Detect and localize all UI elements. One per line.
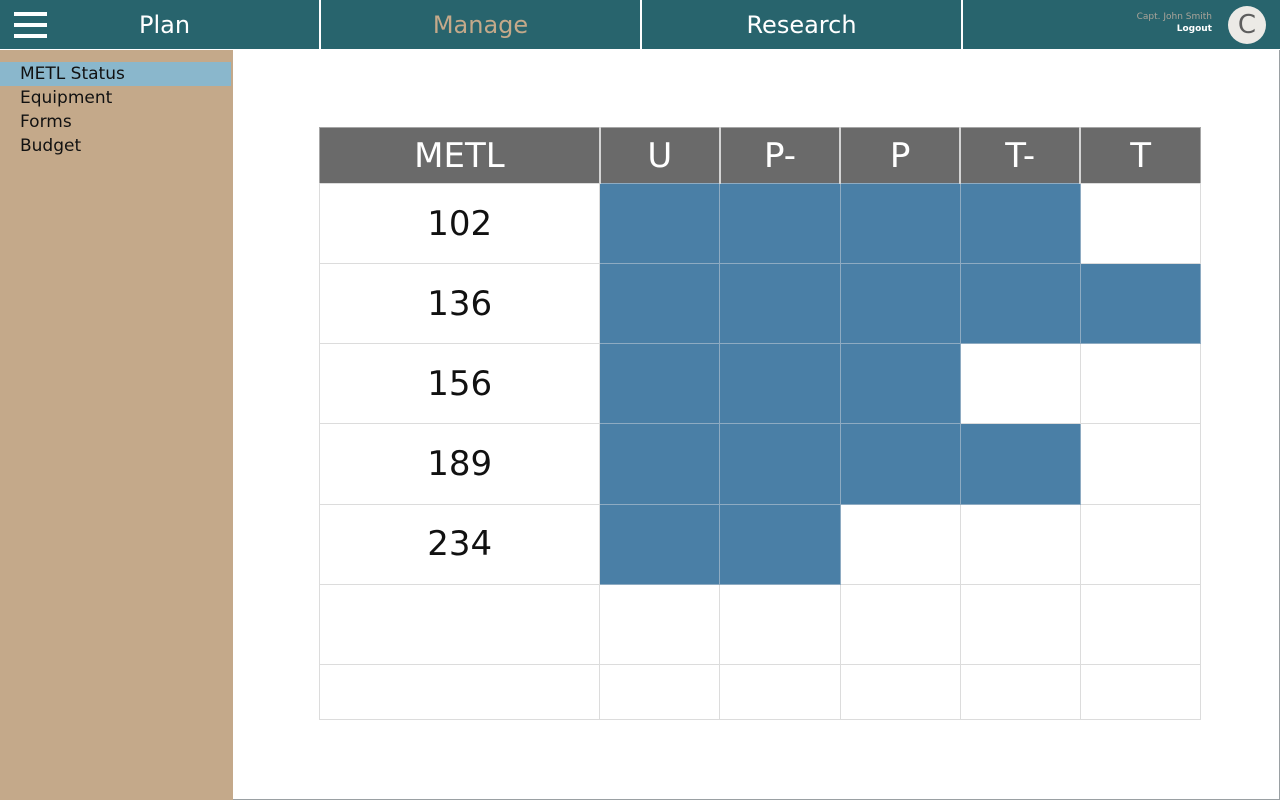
status-cell <box>1079 583 1202 665</box>
status-cell <box>719 423 841 505</box>
status-cell <box>719 503 841 585</box>
hamburger-menu-icon[interactable] <box>14 12 47 38</box>
tab-research-label: Research <box>746 10 857 39</box>
status-cell <box>839 182 961 265</box>
table-row[interactable] <box>318 583 1202 665</box>
status-cell <box>599 663 721 721</box>
column-header-p-minus: P- <box>719 127 842 184</box>
sidebar: METL Status Equipment Forms Budget <box>0 50 233 800</box>
status-cell <box>599 263 721 345</box>
metl-id-cell: 136 <box>318 263 601 345</box>
sidebar-menu: METL Status Equipment Forms Budget <box>0 50 233 158</box>
tab-plan-label: Plan <box>139 11 191 39</box>
metl-id-cell: 156 <box>318 343 601 425</box>
status-cell <box>839 263 961 345</box>
status-cell <box>599 423 721 505</box>
status-cell <box>1079 423 1202 505</box>
status-cell <box>959 263 1081 345</box>
metl-id-cell: 189 <box>318 423 601 505</box>
user-name: Capt. John Smith <box>1136 12 1212 22</box>
avatar[interactable]: C <box>1228 6 1266 44</box>
status-cell <box>719 343 841 425</box>
status-cell <box>839 503 961 585</box>
metl-table-body: 102 136 156 189 234 <box>318 182 1202 721</box>
user-info: Capt. John Smith Logout <box>1137 11 1212 35</box>
user-panel: Capt. John Smith Logout C <box>963 0 1280 49</box>
tab-research[interactable]: Research <box>642 0 961 49</box>
sidebar-item-forms[interactable]: Forms <box>20 112 72 132</box>
status-cell <box>719 663 841 721</box>
status-cell <box>839 663 961 721</box>
column-header-t-minus: T- <box>960 127 1082 184</box>
status-cell <box>1079 663 1202 721</box>
status-cell <box>959 503 1081 585</box>
table-row[interactable] <box>318 663 1202 721</box>
status-cell <box>599 583 721 665</box>
table-row[interactable]: 234 <box>318 503 1202 585</box>
metl-id-cell: 234 <box>318 503 601 585</box>
table-row[interactable]: 156 <box>318 343 1202 425</box>
status-cell <box>1079 503 1202 585</box>
status-cell <box>719 263 841 345</box>
status-cell <box>959 182 1081 265</box>
status-cell <box>839 343 961 425</box>
column-header-metl: METL <box>319 127 601 184</box>
column-header-u: U <box>599 127 721 184</box>
table-row[interactable]: 189 <box>318 423 1202 505</box>
status-cell <box>959 423 1081 505</box>
status-cell <box>959 663 1081 721</box>
table-header-row: METL U P- P T- T <box>319 127 1201 184</box>
column-header-p: P <box>840 127 962 184</box>
tab-plan[interactable]: Plan <box>0 0 319 49</box>
table-row[interactable]: 136 <box>318 263 1202 345</box>
metl-id-cell <box>318 583 601 665</box>
status-cell <box>839 423 961 505</box>
status-cell <box>1079 343 1202 425</box>
status-cell <box>1079 263 1202 345</box>
sidebar-item-budget[interactable]: Budget <box>20 136 82 156</box>
status-cell <box>599 343 721 425</box>
status-cell <box>599 503 721 585</box>
status-cell <box>839 583 961 665</box>
metl-id-cell <box>318 663 601 721</box>
status-cell <box>1079 182 1202 265</box>
sidebar-item-equipment[interactable]: Equipment <box>20 88 113 108</box>
top-nav-bar: Plan Manage Research Capt. John Smith Lo… <box>0 0 1280 50</box>
status-cell <box>959 343 1081 425</box>
status-cell <box>959 583 1081 665</box>
tab-manage-label: Manage <box>432 10 529 39</box>
metl-status-table: METL U P- P T- T 102 136 156 189 234 <box>318 127 1202 721</box>
tab-manage[interactable]: Manage <box>321 0 640 49</box>
sidebar-item-metl-status[interactable]: METL Status <box>0 62 231 86</box>
status-cell <box>719 182 841 265</box>
status-cell <box>599 182 721 265</box>
status-cell <box>719 583 841 665</box>
logout-link[interactable]: Logout <box>1176 24 1212 34</box>
metl-id-cell: 102 <box>318 182 601 265</box>
column-header-t: T <box>1080 127 1201 184</box>
table-row[interactable]: 102 <box>318 182 1202 265</box>
